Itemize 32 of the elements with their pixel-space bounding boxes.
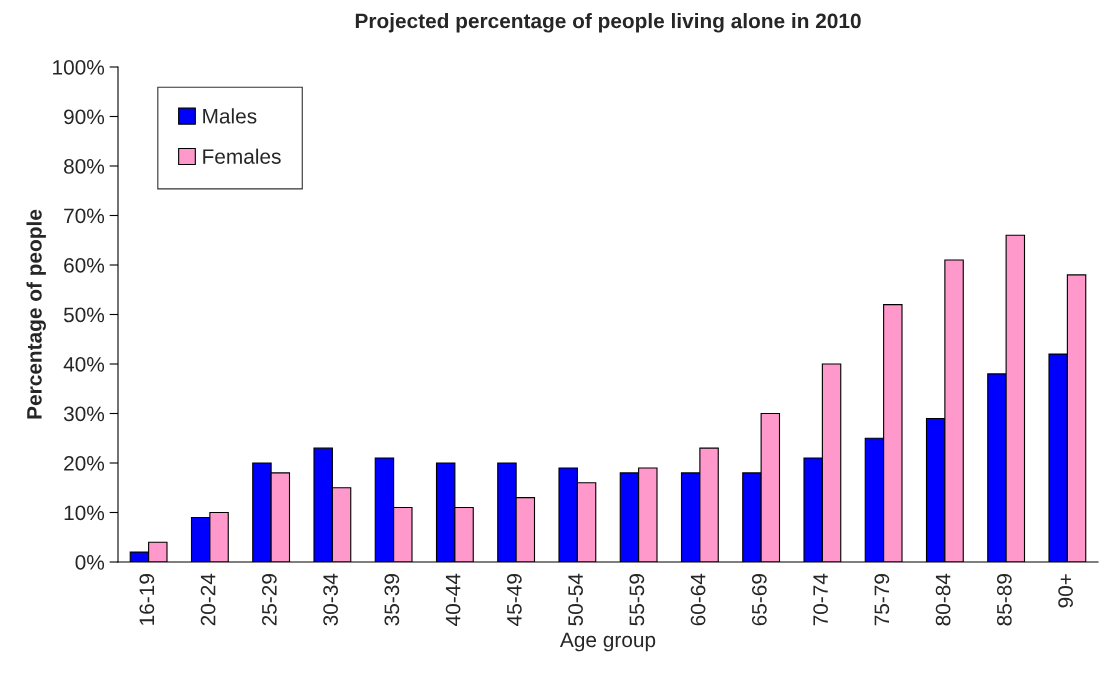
x-tick-label: 60-64 — [690, 573, 706, 626]
y-axis-title: Percentage of people — [26, 209, 46, 419]
x-tick-label: 75-79 — [874, 574, 890, 626]
y-tick-label: 40% — [63, 357, 105, 372]
x-tick-label: 90+ — [1058, 574, 1073, 608]
x-tick-label: 16-19 — [139, 574, 155, 625]
y-tick-label: 100% — [53, 60, 105, 75]
x-axis-title: Age group — [559, 632, 656, 652]
y-tick-label: 90% — [64, 109, 105, 125]
x-tick-label: 25-29 — [261, 574, 277, 626]
y-tick-label: 30% — [63, 406, 105, 422]
y-tick-label: 10% — [64, 505, 105, 521]
legend-label: Males — [203, 108, 257, 124]
x-tick-label: 35-39 — [384, 574, 400, 626]
y-tick-label: 70% — [64, 208, 105, 224]
x-tick-label: 30-34 — [323, 573, 338, 626]
chart-title: Projected percentage of people living alone in 2010 — [355, 13, 861, 33]
y-tick-label: 50% — [63, 307, 105, 323]
x-tick-label: 65-69 — [751, 574, 767, 626]
x-tick-label: 50-54 — [568, 573, 583, 626]
x-tick-label: 55-59 — [629, 574, 645, 626]
y-tick-label: 20% — [64, 456, 105, 471]
legend-label: Females — [203, 148, 281, 164]
x-tick-label: 80-84 — [935, 573, 951, 626]
y-tick-label: 80% — [64, 159, 105, 174]
x-tick-label: 85-89 — [996, 574, 1012, 626]
x-tick-label: 45-49 — [506, 574, 522, 626]
y-tick-label: 0% — [75, 555, 105, 570]
x-tick-label: 40-44 — [445, 573, 461, 626]
x-tick-label: 70-74 — [813, 573, 828, 626]
x-tick-label: 20-24 — [200, 573, 216, 626]
y-tick-label: 60% — [64, 258, 105, 273]
